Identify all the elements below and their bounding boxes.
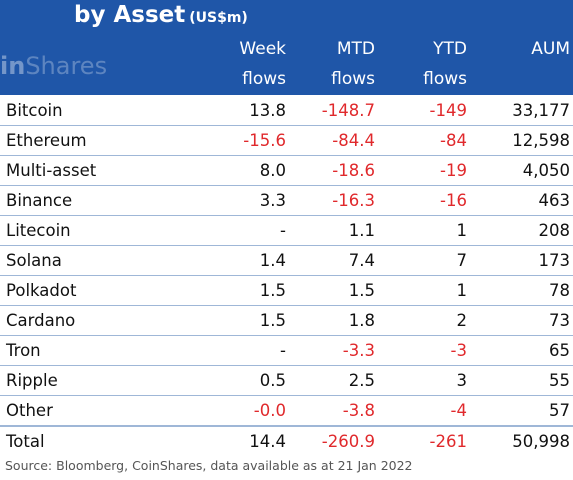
mtd-value: -84.4: [332, 131, 375, 150]
asset-name: Total: [6, 432, 45, 451]
week-value: 1.5: [259, 281, 286, 300]
ytd-value: 1: [456, 281, 468, 300]
ytd-value: -16: [440, 191, 467, 210]
asset-name: Tron: [6, 341, 41, 360]
asset-name: Other: [6, 401, 53, 420]
asset-name: Bitcoin: [6, 101, 63, 120]
ytd-value: -84: [440, 131, 467, 150]
week-value: 13.8: [249, 101, 286, 120]
ytd-value: 1: [456, 221, 468, 240]
column-header-week-flows: Week flows: [239, 39, 286, 89]
total-row: Total 14.4 -260.9 -261 50,998: [0, 426, 573, 456]
ytd-value: -19: [440, 161, 467, 180]
table-row: Binance 3.3 -16.3 -16 463: [0, 186, 573, 216]
mtd-value: 7.4: [348, 251, 375, 270]
aum-value: 12,598: [512, 131, 570, 150]
asset-name: Polkadot: [6, 281, 77, 300]
mtd-value: 1.8: [348, 311, 375, 330]
mtd-value: 2.5: [348, 371, 375, 390]
source-note: Source: Bloomberg, CoinShares, data avai…: [5, 458, 413, 473]
aum-value: 50,998: [512, 432, 570, 451]
table-row: Bitcoin 13.8 -148.7 -149 33,177: [0, 96, 573, 126]
week-value: -0.0: [253, 401, 286, 420]
column-header-mtd-flows: MTD flows: [331, 39, 375, 89]
table-row: Tron - -3.3 -3 65: [0, 336, 573, 366]
ytd-value: 3: [456, 371, 468, 390]
asset-name: Cardano: [6, 311, 76, 330]
aum-value: 73: [549, 311, 570, 330]
table-row: Multi-asset 8.0 -18.6 -19 4,050: [0, 156, 573, 186]
aum-value: 65: [549, 341, 570, 360]
ytd-value: -261: [429, 432, 467, 451]
aum-value: 57: [549, 401, 570, 420]
aum-value: 463: [538, 191, 571, 210]
aum-value: 173: [538, 251, 571, 270]
table-row: Cardano 1.5 1.8 2 73: [0, 306, 573, 336]
table-row: Polkadot 1.5 1.5 1 78: [0, 276, 573, 306]
asset-name: Binance: [6, 191, 73, 210]
table-row: Solana 1.4 7.4 7 173: [0, 246, 573, 276]
week-value: 8.0: [259, 161, 286, 180]
mtd-value: 1.5: [348, 281, 375, 300]
mtd-value: -18.6: [332, 161, 375, 180]
mtd-value: -3.3: [342, 341, 375, 360]
ytd-value: 2: [456, 311, 468, 330]
ytd-value: -4: [450, 401, 467, 420]
week-value: -15.6: [243, 131, 286, 150]
asset-name: Litecoin: [6, 221, 71, 240]
week-value: 0.5: [259, 371, 286, 390]
table-row: Ripple 0.5 2.5 3 55: [0, 366, 573, 396]
mtd-value: -3.8: [342, 401, 375, 420]
mtd-value: 1.1: [348, 221, 375, 240]
week-value: 1.4: [259, 251, 286, 270]
asset-name: Ripple: [6, 371, 58, 390]
table-row: Litecoin - 1.1 1 208: [0, 216, 573, 246]
table-row: Other -0.0 -3.8 -4 57: [0, 396, 573, 426]
ytd-value: 7: [456, 251, 468, 270]
column-header-aum: AUM: [531, 39, 570, 59]
aum-value: 33,177: [512, 101, 570, 120]
ytd-value: -3: [450, 341, 467, 360]
column-header-ytd-flows: YTD flows: [423, 39, 467, 89]
asset-name: Multi-asset: [6, 161, 97, 180]
aum-value: 55: [549, 371, 570, 390]
ytd-value: -149: [429, 101, 467, 120]
week-value: 14.4: [249, 432, 286, 451]
aum-value: 4,050: [522, 161, 570, 180]
week-value: -: [280, 221, 286, 240]
coinshares-logo-watermark: inShares: [0, 52, 108, 80]
asset-name: Ethereum: [6, 131, 87, 150]
title-unit: (US$m): [189, 10, 248, 26]
table-title: by Asset (US$m): [74, 2, 248, 34]
asset-name: Solana: [6, 251, 62, 270]
week-value: -: [280, 341, 286, 360]
table-header: by Asset (US$m) inShares Week flows MTD flo…: [0, 0, 573, 95]
mtd-value: -148.7: [321, 101, 375, 120]
aum-value: 78: [549, 281, 570, 300]
week-value: 3.3: [259, 191, 286, 210]
table-row: Ethereum -15.6 -84.4 -84 12,598: [0, 126, 573, 156]
week-value: 1.5: [259, 311, 286, 330]
mtd-value: -16.3: [332, 191, 375, 210]
aum-value: 208: [538, 221, 571, 240]
mtd-value: -260.9: [321, 432, 375, 451]
title-text: by Asset: [74, 2, 186, 28]
